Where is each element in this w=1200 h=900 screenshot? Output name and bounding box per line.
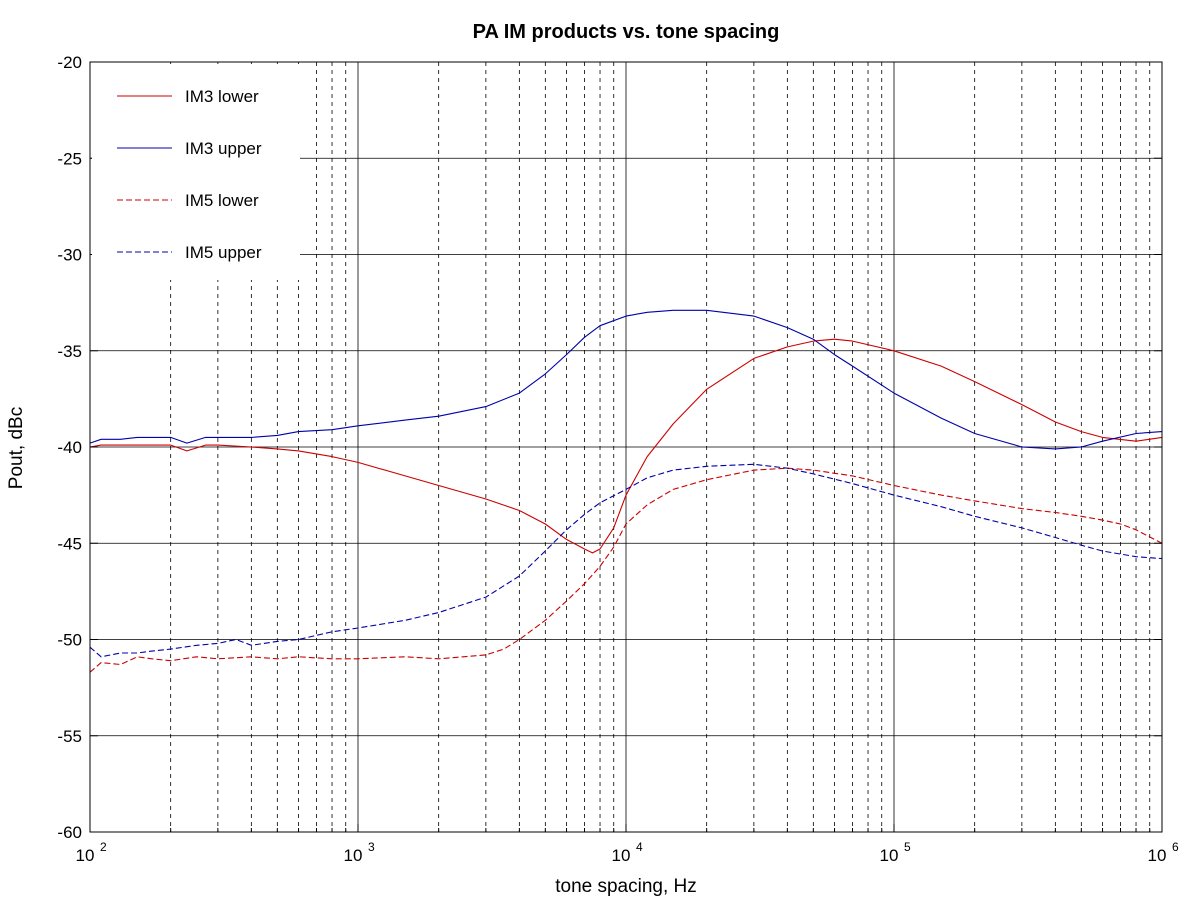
x-tick-label-exponent: 6 (1172, 840, 1179, 854)
legend: IM3 lower IM3 upper IM5 lower IM5 upper (92, 64, 300, 280)
x-tick-label-exponent: 4 (636, 840, 643, 854)
y-tick-label: -55 (57, 727, 82, 746)
y-tick-label: -50 (57, 631, 82, 650)
x-axis-label: tone spacing, Hz (555, 876, 697, 897)
legend-label: IM5 lower (185, 191, 259, 210)
x-tick-label: 10 (344, 846, 363, 865)
x-tick-label: 10 (612, 846, 631, 865)
y-tick-label: -35 (57, 342, 82, 361)
x-tick-label: 10 (1148, 846, 1167, 865)
legend-label: IM3 lower (185, 87, 259, 106)
legend-background (92, 64, 300, 280)
y-tick-label: -40 (57, 438, 82, 457)
legend-label: IM3 upper (185, 139, 262, 158)
x-tick-label-exponent: 5 (904, 840, 911, 854)
y-tick-label: -60 (57, 823, 82, 842)
y-axis-label: Pout, dBc (6, 407, 27, 489)
series-line-im3-upper (89, 309, 1163, 450)
x-tick-label-exponent: 3 (368, 840, 375, 854)
series-line-im3-lower (89, 338, 1163, 554)
chart-title: PA IM products vs. tone spacing (473, 21, 780, 43)
legend-label: IM5 upper (185, 243, 262, 262)
y-tick-label: -30 (57, 246, 82, 265)
y-tick-label: -20 (57, 53, 82, 72)
x-tick-label: 10 (76, 846, 95, 865)
x-tick-label: 10 (880, 846, 899, 865)
series-line-im5-upper (89, 463, 1163, 658)
x-tick-label-exponent: 2 (100, 840, 107, 854)
y-tick-label: -25 (57, 149, 82, 168)
series-lines (89, 309, 1163, 673)
series-line-im5-lower (89, 467, 1163, 673)
y-tick-label: -45 (57, 534, 82, 553)
